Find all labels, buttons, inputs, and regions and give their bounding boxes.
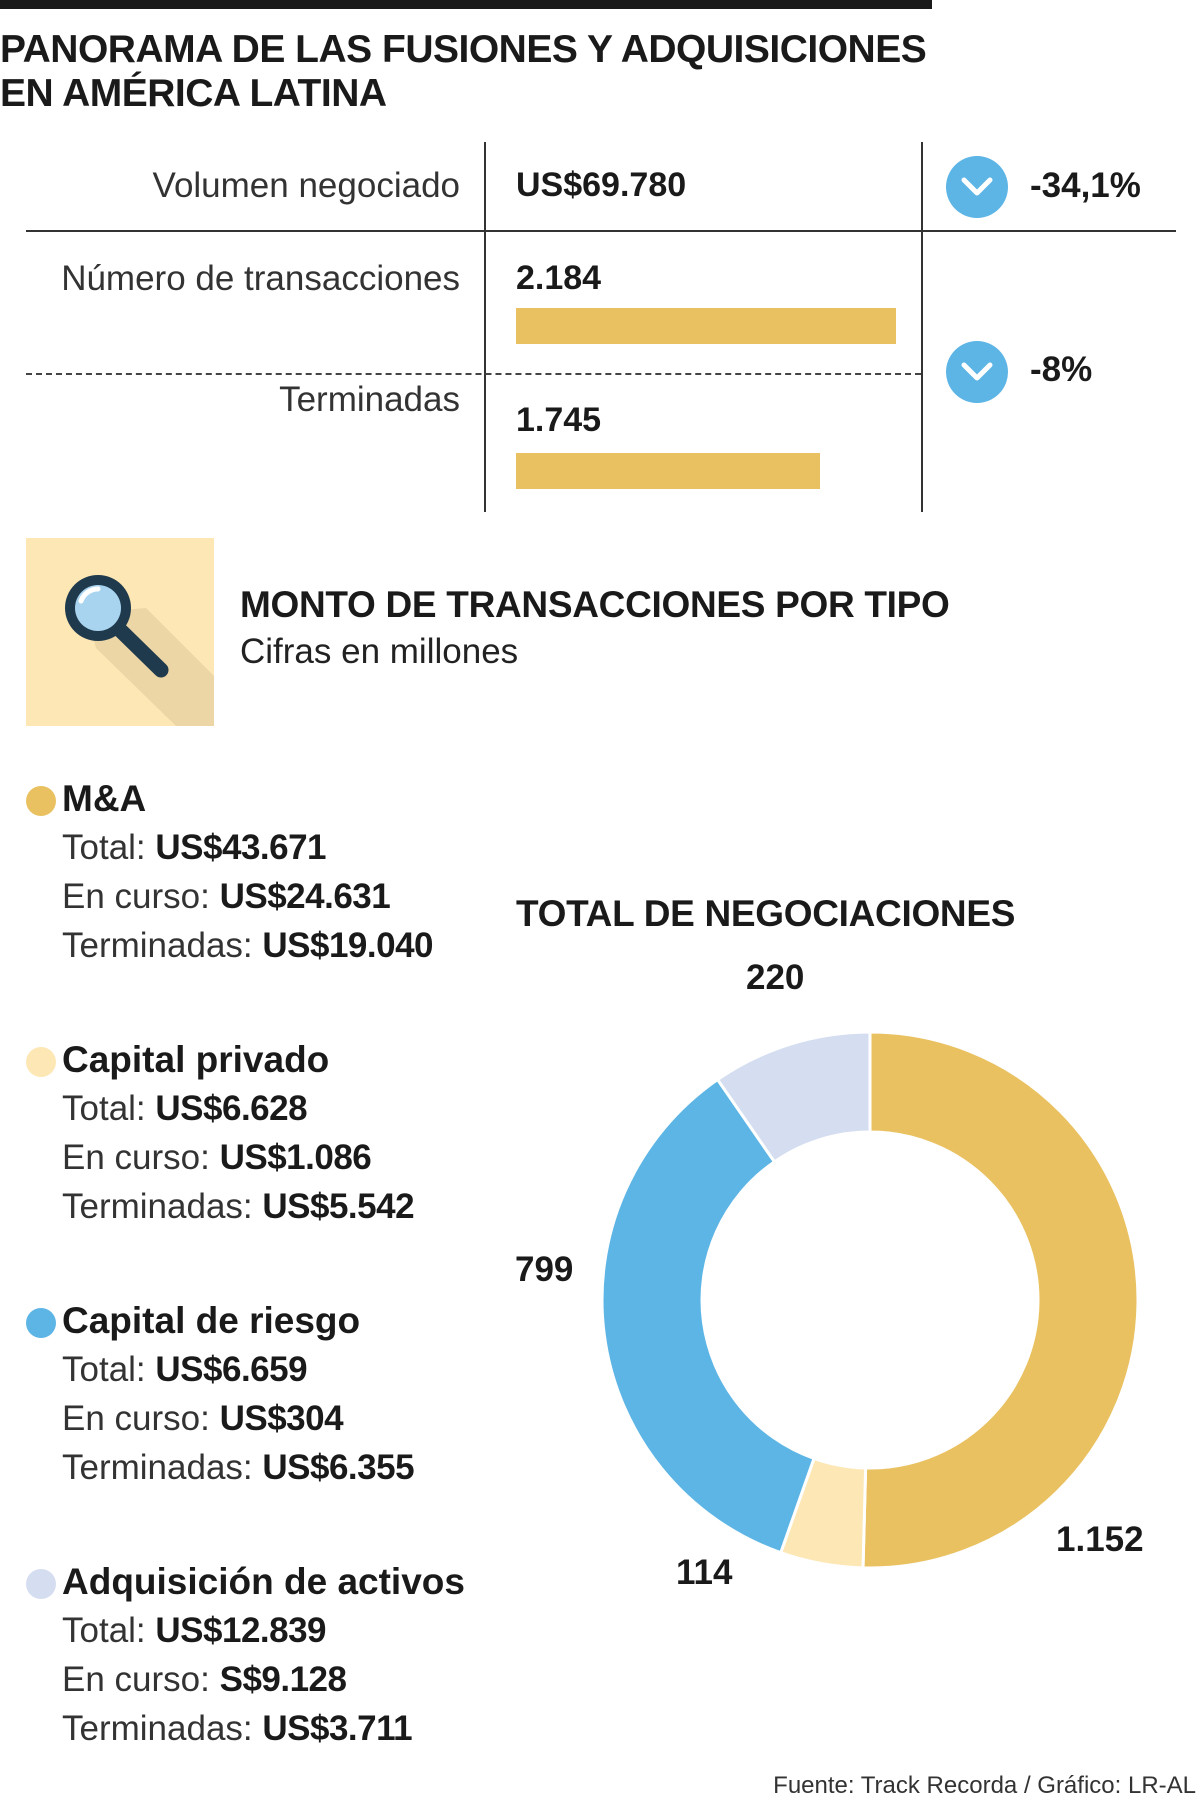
terminadas-value: US$3.711 — [262, 1709, 413, 1748]
section-subtitle: Cifras en millones — [240, 632, 519, 671]
total-label: Total: — [62, 828, 146, 867]
terminadas-label: Terminadas: — [62, 1187, 253, 1226]
chevron-down-icon — [946, 341, 1008, 403]
column-divider — [921, 142, 923, 512]
encurso-label: En curso: — [62, 1660, 210, 1699]
donut-chart — [600, 1030, 1140, 1570]
terminadas-value: 1.745 — [516, 401, 602, 439]
category-capital-privado: Capital privado Total: US$6.628 En curso… — [26, 1039, 466, 1239]
category-name: Capital privado — [62, 1039, 330, 1080]
page-title: PANORAMA DE LAS FUSIONES Y ADQUISICIONES… — [0, 28, 927, 115]
category-total: Total: US$6.628 — [62, 1089, 308, 1129]
category-total: Total: US$12.839 — [62, 1611, 327, 1651]
category-encurso: En curso: US$24.631 — [62, 877, 391, 917]
category-encurso: En curso: US$1.086 — [62, 1138, 372, 1178]
category-name: Capital de riesgo — [62, 1300, 361, 1341]
donut-slice-2 — [600, 1077, 816, 1555]
terminadas-label: Terminadas: — [62, 926, 253, 965]
terminadas-bar — [516, 453, 820, 489]
numero-value: 2.184 — [516, 259, 602, 297]
chart-title: TOTAL DE NEGOCIACIONES — [516, 893, 1016, 934]
chevron-down-icon — [946, 156, 1008, 218]
terminadas-label: Terminadas: — [62, 1709, 253, 1748]
category-terminadas: Terminadas: US$3.711 — [62, 1709, 413, 1749]
legend-dot — [26, 1047, 56, 1077]
section-title: MONTO DE TRANSACCIONES POR TIPO — [240, 584, 950, 625]
data-label-ma: 1.152 — [1056, 1520, 1144, 1559]
data-label-activos: 220 — [746, 958, 805, 997]
total-label: Total: — [62, 1350, 146, 1389]
category-encurso: En curso: US$304 — [62, 1399, 344, 1439]
column-divider — [484, 142, 486, 512]
data-label-riesgo: 799 — [515, 1250, 574, 1289]
legend-dot — [26, 1569, 56, 1599]
category-total: Total: US$43.671 — [62, 828, 327, 868]
volumen-value: US$69.780 — [516, 166, 687, 204]
volumen-change: -34,1% — [1030, 166, 1141, 205]
encurso-value: US$24.631 — [219, 877, 391, 916]
encurso-value: US$1.086 — [219, 1138, 372, 1177]
category-terminadas: Terminadas: US$19.040 — [62, 926, 434, 966]
dashed-divider — [26, 373, 921, 375]
category-ma: M&A Total: US$43.671 En curso: US$24.631… — [26, 778, 466, 978]
row-divider — [26, 230, 1176, 232]
donut-slice-3 — [715, 1030, 872, 1164]
total-label: Total: — [62, 1089, 146, 1128]
category-terminadas: Terminadas: US$5.542 — [62, 1187, 415, 1227]
total-value: US$6.628 — [155, 1089, 308, 1128]
terminadas-value: US$19.040 — [262, 926, 434, 965]
encurso-value: US$304 — [219, 1399, 344, 1438]
category-name: M&A — [62, 778, 147, 819]
category-terminadas: Terminadas: US$6.355 — [62, 1448, 415, 1488]
legend-dot — [26, 1308, 56, 1338]
terminadas-value: US$5.542 — [262, 1187, 415, 1226]
encurso-label: En curso: — [62, 877, 210, 916]
data-label-privado: 114 — [676, 1553, 733, 1592]
category-encurso: En curso: S$9.128 — [62, 1660, 347, 1700]
encurso-value: S$9.128 — [219, 1660, 347, 1699]
source-credit: Fuente: Track Recorda / Gráfico: LR-AL — [773, 1772, 1196, 1799]
category-capital-riesgo: Capital de riesgo Total: US$6.659 En cur… — [26, 1300, 466, 1500]
total-value: US$6.659 — [155, 1350, 308, 1389]
terminadas-label: Terminadas — [279, 380, 460, 419]
transactions-change: -8% — [1030, 350, 1093, 389]
top-rule — [0, 0, 932, 9]
total-label: Total: — [62, 1611, 146, 1650]
category-total: Total: US$6.659 — [62, 1350, 308, 1390]
encurso-label: En curso: — [62, 1138, 210, 1177]
numero-bar — [516, 308, 896, 344]
terminadas-label: Terminadas: — [62, 1448, 253, 1487]
category-name: Adquisición de activos — [62, 1561, 465, 1602]
legend-dot — [26, 786, 56, 816]
encurso-label: En curso: — [62, 1399, 210, 1438]
volumen-label: Volumen negociado — [152, 166, 460, 205]
total-value: US$12.839 — [155, 1611, 327, 1650]
category-adquisicion-activos: Adquisición de activos Total: US$12.839 … — [26, 1561, 466, 1761]
total-value: US$43.671 — [155, 828, 327, 867]
donut-slice-0 — [861, 1030, 1140, 1570]
magnifier-icon — [26, 538, 214, 726]
numero-label: Número de transacciones — [61, 259, 460, 298]
terminadas-value: US$6.355 — [262, 1448, 415, 1487]
